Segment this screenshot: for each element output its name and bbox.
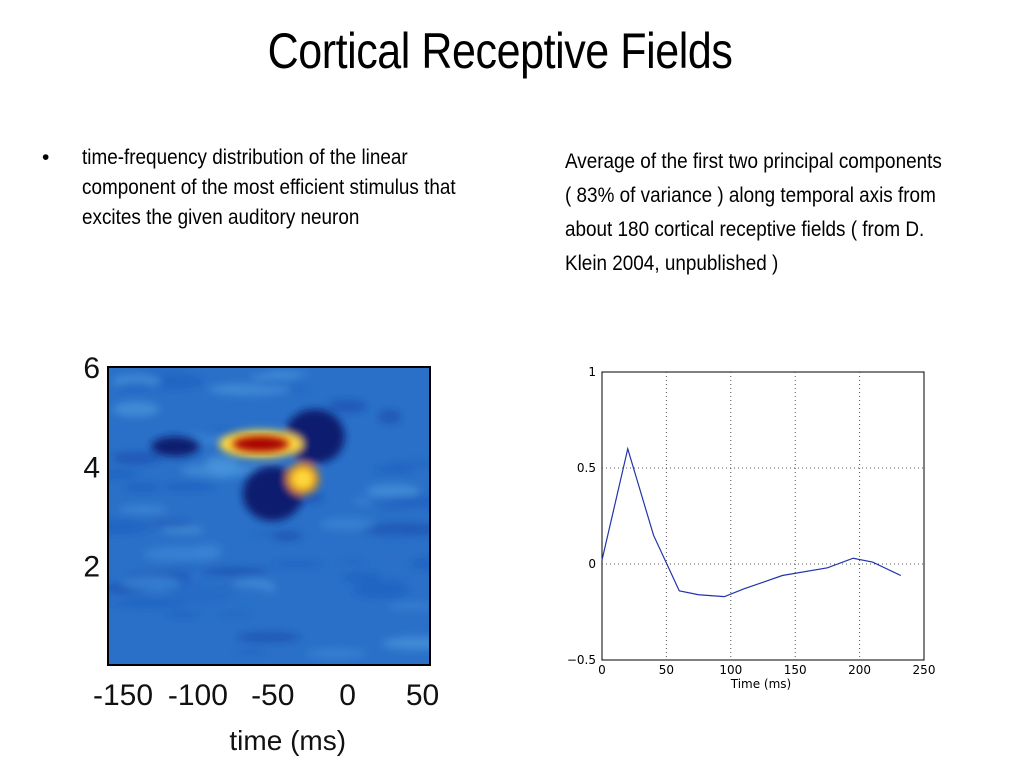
heatmap-features xyxy=(151,409,345,521)
line-x-tick: 150 xyxy=(784,663,807,677)
heatmap-streak xyxy=(111,451,162,465)
heatmap-streak xyxy=(352,583,411,599)
heatmap-streak xyxy=(198,585,270,597)
heatmap-streak xyxy=(305,648,367,659)
heatmap-streak xyxy=(108,469,140,480)
heatmap-x-tick: -50 xyxy=(251,679,294,712)
heatmap-x-axis-label: time (ms) xyxy=(229,725,346,756)
line-y-tick: 0.5 xyxy=(577,461,596,475)
line-y-tick: −0.5 xyxy=(567,653,596,667)
heatmap-streak xyxy=(109,599,188,608)
line-y-tick: 1 xyxy=(588,365,596,379)
heatmap-streak xyxy=(200,567,269,576)
heatmap-streak xyxy=(367,495,430,507)
heatmap-streak xyxy=(410,556,430,570)
bullet-point-icon: • xyxy=(42,146,50,169)
heatmap-streak xyxy=(236,631,301,643)
bullet-text: time-frequency distribution of the linea… xyxy=(82,146,456,229)
heatmap-streak xyxy=(117,382,153,392)
heatmap-streak xyxy=(179,463,263,478)
line-x-tick: 100 xyxy=(719,663,742,677)
line-x-tick: 250 xyxy=(913,663,936,677)
heatmap-streak xyxy=(377,409,402,425)
heatmap-streak xyxy=(123,482,161,493)
heatmap-y-tick: 4 xyxy=(83,451,100,484)
heatmap-x-tick: -150 xyxy=(93,679,153,712)
heatmap-streak xyxy=(108,519,152,535)
heatmap-streak xyxy=(193,544,222,557)
heatmap-streak xyxy=(164,611,200,618)
heatmap-streak xyxy=(121,574,181,591)
line-series-path xyxy=(601,446,902,598)
heatmap-inhibitory-region xyxy=(151,436,200,457)
heatmap-streak xyxy=(366,484,421,498)
heatmap-streak xyxy=(150,521,194,528)
line-y-tick: 0 xyxy=(588,557,596,571)
heatmap-streak xyxy=(271,531,303,541)
heatmap-streak xyxy=(382,636,430,650)
heatmap-streak xyxy=(342,571,383,584)
heatmap-frame xyxy=(107,366,431,666)
heatmap-streak xyxy=(336,557,369,566)
heatmap-x-tick: -100 xyxy=(168,679,228,712)
line-x-tick: 200 xyxy=(848,663,871,677)
heatmap-streak xyxy=(118,506,168,513)
heatmap-streak xyxy=(270,560,324,568)
heatmap-streak xyxy=(161,482,217,492)
heatmap-streak xyxy=(167,596,232,604)
line-x-tick: 0 xyxy=(598,663,606,677)
line-x-tick: 50 xyxy=(659,663,674,677)
heatmap-y-tick: 6 xyxy=(83,352,100,385)
heatmap-streak xyxy=(112,401,160,417)
slide-title: Cortical Receptive Fields xyxy=(267,23,733,79)
heatmap-streak xyxy=(360,523,430,536)
heatmap-secondary-peak xyxy=(292,468,314,489)
figure-description: Average of the first two principal compo… xyxy=(565,150,942,275)
heatmap-field xyxy=(108,367,430,665)
heatmap-streak xyxy=(160,526,205,534)
heatmap-streak xyxy=(327,399,368,414)
receptive-field-heatmap: 6 4 2 -150 -100 -50 0 50 time (ms) xyxy=(83,352,439,756)
heatmap-streak xyxy=(374,465,414,474)
heatmap-inhibitory-region xyxy=(284,409,345,464)
heatmap-streak xyxy=(256,378,308,387)
heatmap-streak xyxy=(166,561,201,574)
heatmap-streak xyxy=(319,518,376,531)
heatmap-streak xyxy=(217,609,253,620)
heatmap-streak xyxy=(208,383,291,396)
heatmap-y-tick: 2 xyxy=(83,551,100,584)
heatmap-streak xyxy=(381,532,411,541)
line-plot-frame xyxy=(601,371,925,661)
heatmap-x-tick: 50 xyxy=(406,679,439,712)
heatmap-streak xyxy=(233,646,269,657)
heatmap-x-tick: 0 xyxy=(339,679,356,712)
heatmap-peak-core xyxy=(232,436,290,452)
line-x-axis-label: Time (ms) xyxy=(730,677,792,691)
heatmap-streak xyxy=(388,602,430,610)
